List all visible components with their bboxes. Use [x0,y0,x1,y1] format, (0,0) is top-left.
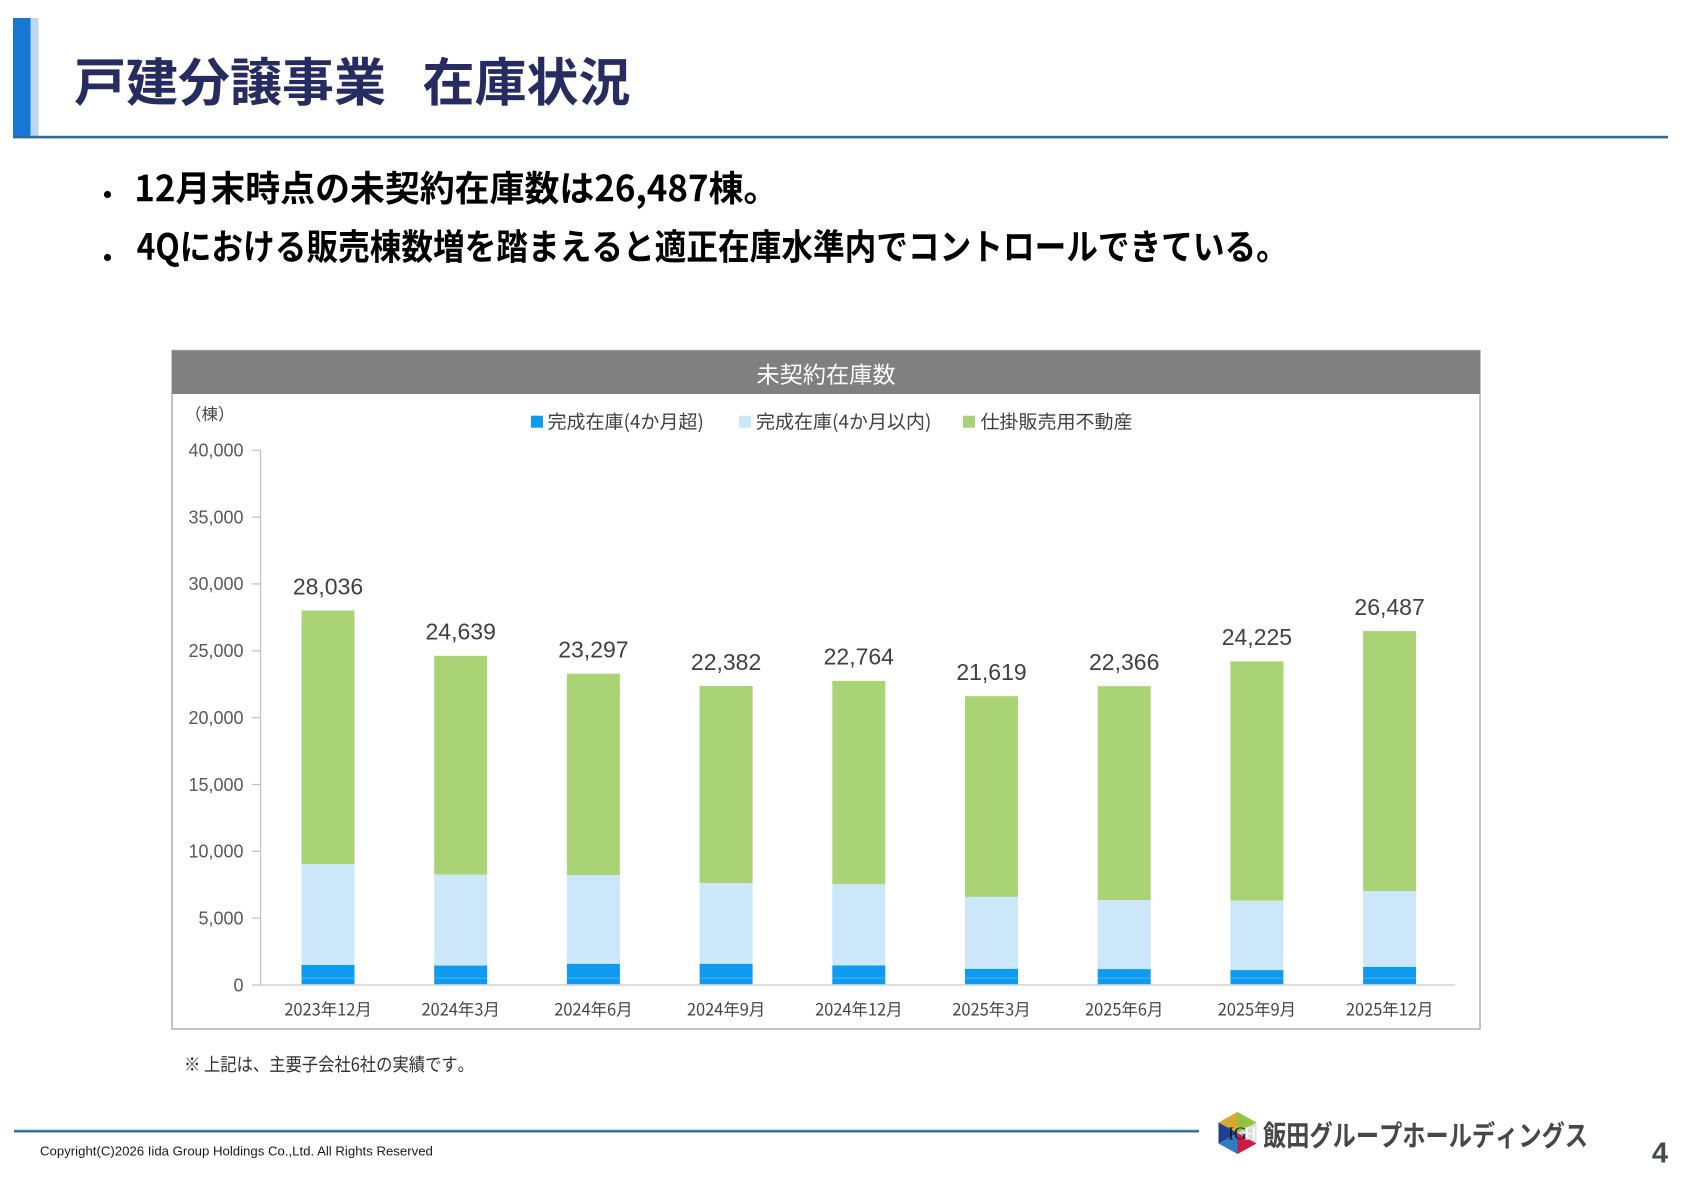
svg-text:23,297: 23,297 [558,637,628,663]
svg-text:Copyright(C)2026 Iida Group Ho: Copyright(C)2026 Iida Group Holdings Co.… [40,1144,433,1159]
svg-text:22,366: 22,366 [1089,649,1159,675]
svg-text:4: 4 [1652,1137,1668,1169]
svg-text:15,000: 15,000 [188,775,243,795]
svg-text:24,639: 24,639 [426,619,496,645]
svg-text:24,225: 24,225 [1222,624,1292,650]
svg-text:26,487: 26,487 [1354,594,1424,620]
svg-text:21,619: 21,619 [956,659,1026,685]
svg-text:25,000: 25,000 [188,641,243,661]
svg-text:0: 0 [233,975,243,995]
svg-text:5,000: 5,000 [198,908,243,928]
svg-text:22,764: 22,764 [824,644,895,670]
svg-text:40,000: 40,000 [188,441,243,461]
svg-text:IG: IG [1228,1124,1247,1144]
svg-text:30,000: 30,000 [188,574,243,594]
svg-text:22,382: 22,382 [691,649,761,675]
svg-text:28,036: 28,036 [293,573,363,599]
svg-text:20,000: 20,000 [188,708,243,728]
svg-text:10,000: 10,000 [188,842,243,862]
svg-text:H: H [1244,1124,1257,1144]
svg-text:35,000: 35,000 [188,507,243,527]
